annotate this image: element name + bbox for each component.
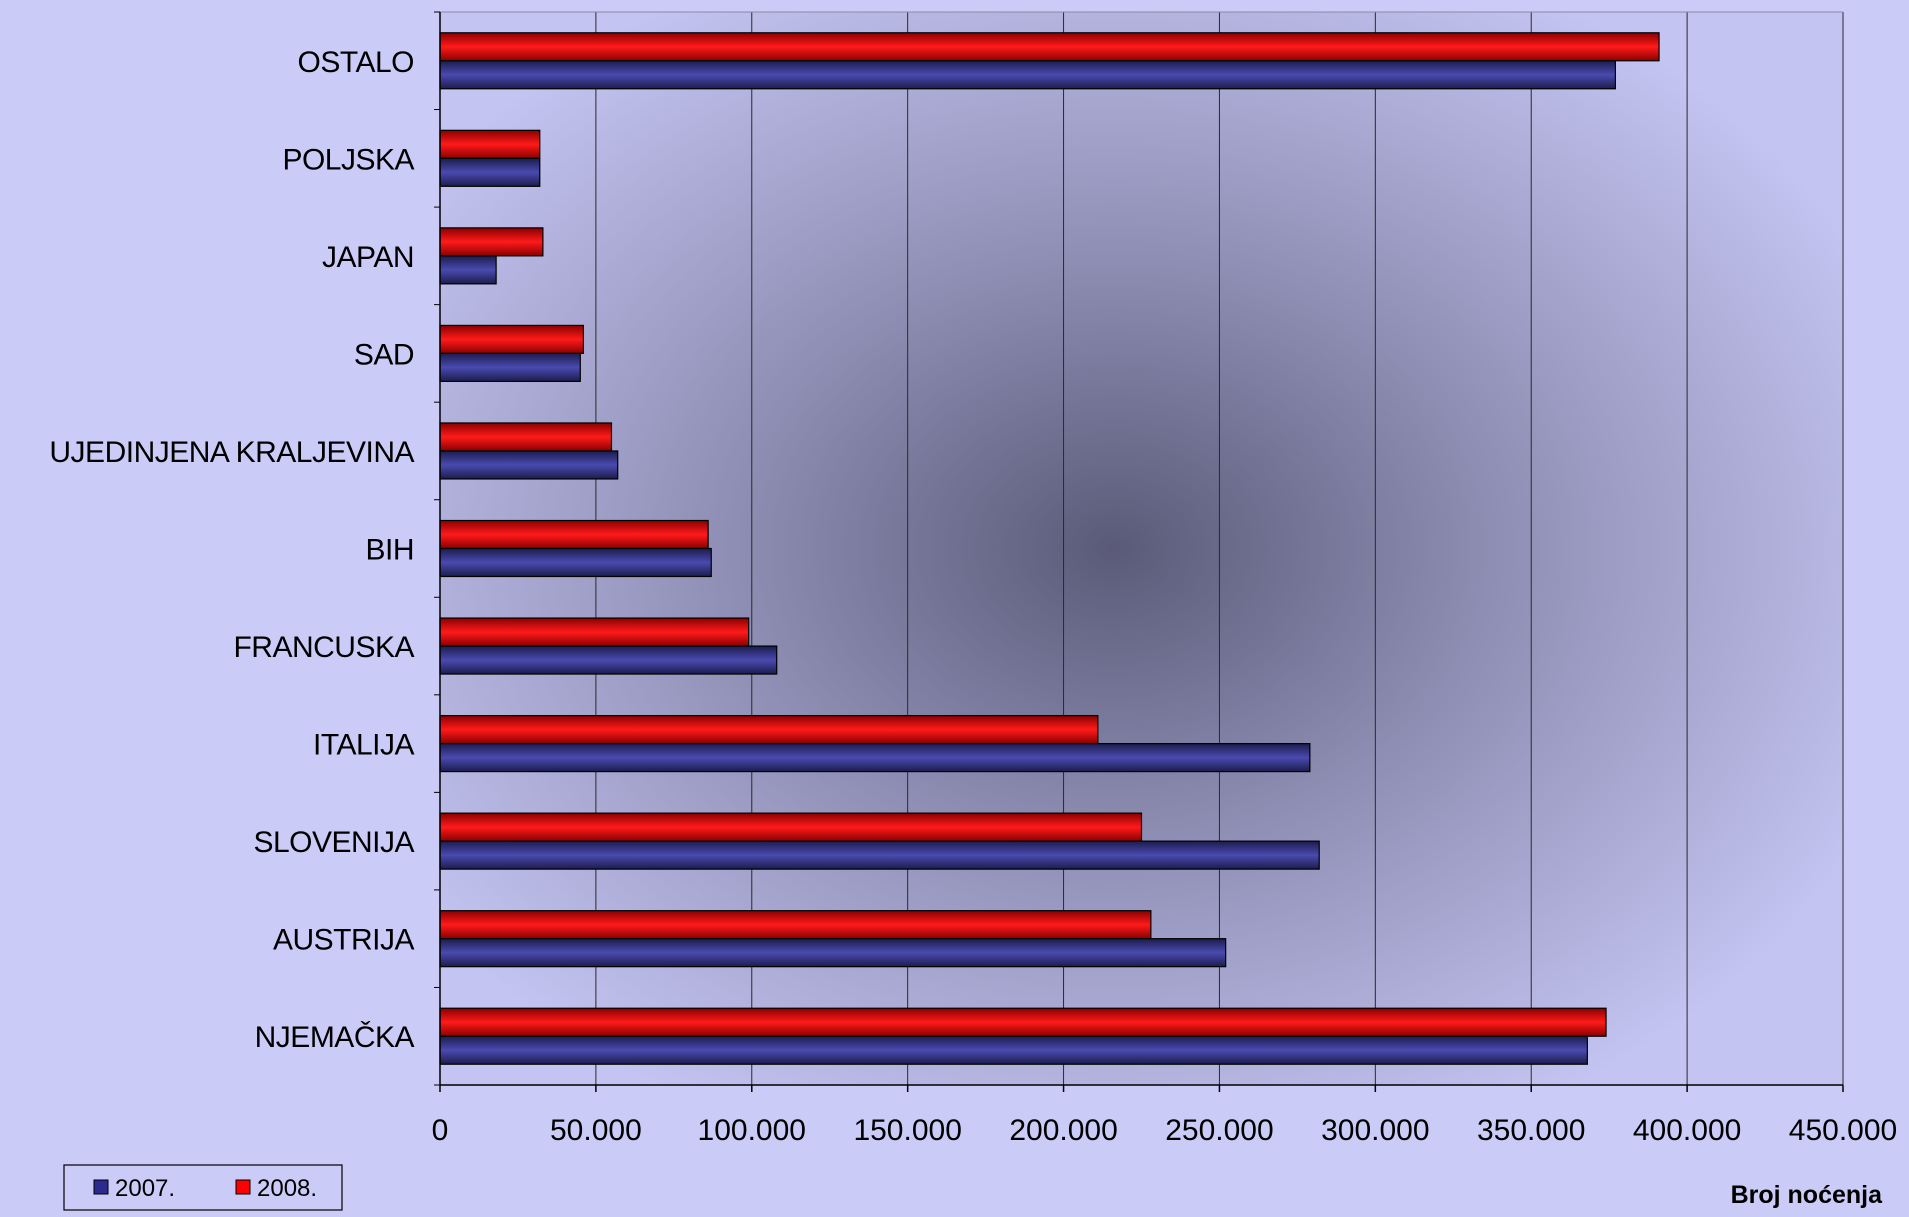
y-tick-label: JAPAN: [322, 241, 414, 274]
x-tick-label: 150.000: [853, 1114, 961, 1147]
bar-2007: [439, 1035, 1588, 1065]
bar-2008: [439, 617, 750, 647]
y-tick-label: ITALIJA: [313, 729, 414, 762]
bar-2007: [439, 352, 581, 383]
bar-2007: [439, 450, 619, 480]
bar-2008: [439, 129, 541, 159]
bar-2007: [439, 742, 1311, 773]
bars: [439, 32, 1660, 1065]
bar-2007: [439, 60, 1617, 90]
bar-2007: [439, 645, 778, 675]
axes: OSTALO POLJSKA JAPAN SAD UJEDINJENA KRALJEVI…: [49, 11, 1897, 1147]
legend: 2007. 2008.: [63, 1164, 343, 1211]
legend-swatch: [93, 1179, 109, 1195]
bar-2007: [439, 938, 1227, 968]
y-tick-label: AUSTRIJA: [273, 924, 415, 957]
y-tick-label: SAD: [354, 338, 414, 371]
y-tick-label: POLJSKA: [282, 143, 414, 176]
bar-2007: [439, 157, 541, 187]
y-tick-label: UJEDINJENA KRALJEVINA: [49, 436, 414, 469]
legend-box: [63, 1164, 343, 1211]
bar-2007: [439, 547, 712, 578]
bar-2008: [439, 324, 585, 355]
y-tick-label: NJEMAČKA: [255, 1020, 415, 1054]
x-axis-title: Broj noćenja: [1731, 1181, 1884, 1209]
x-tick-label: 50.000: [550, 1114, 642, 1147]
x-tick-label: 450.000: [1789, 1114, 1897, 1147]
y-tick-label: FRANCUSKA: [233, 631, 414, 664]
bar-2007: [439, 255, 497, 285]
bar-2008: [439, 32, 1660, 62]
x-tick-label: 0: [432, 1114, 449, 1147]
legend-label: 2007.: [115, 1175, 175, 1202]
x-tick-label: 350.000: [1477, 1114, 1585, 1147]
y-tick-label: OSTALO: [298, 46, 414, 79]
bar-2008: [439, 910, 1152, 940]
y-tick-label: SLOVENIJA: [253, 826, 414, 859]
gridlines: [440, 11, 1844, 1085]
bar-2008: [439, 227, 544, 257]
x-tick-label: 300.000: [1321, 1114, 1429, 1147]
legend-label: 2008.: [257, 1175, 317, 1202]
y-tick-label: BIH: [365, 534, 414, 567]
bar-2008: [439, 422, 613, 452]
x-tick-label: 400.000: [1633, 1114, 1741, 1147]
x-tick-label: 100.000: [698, 1114, 806, 1147]
bar-2008: [439, 714, 1099, 745]
bar-2007: [439, 840, 1320, 870]
bar-2008: [439, 812, 1143, 842]
x-tick-label: 200.000: [1009, 1114, 1117, 1147]
bar-2008: [439, 519, 709, 550]
bar-2008: [439, 1007, 1607, 1037]
x-tick-label: 250.000: [1165, 1114, 1273, 1147]
legend-swatch: [235, 1179, 251, 1195]
